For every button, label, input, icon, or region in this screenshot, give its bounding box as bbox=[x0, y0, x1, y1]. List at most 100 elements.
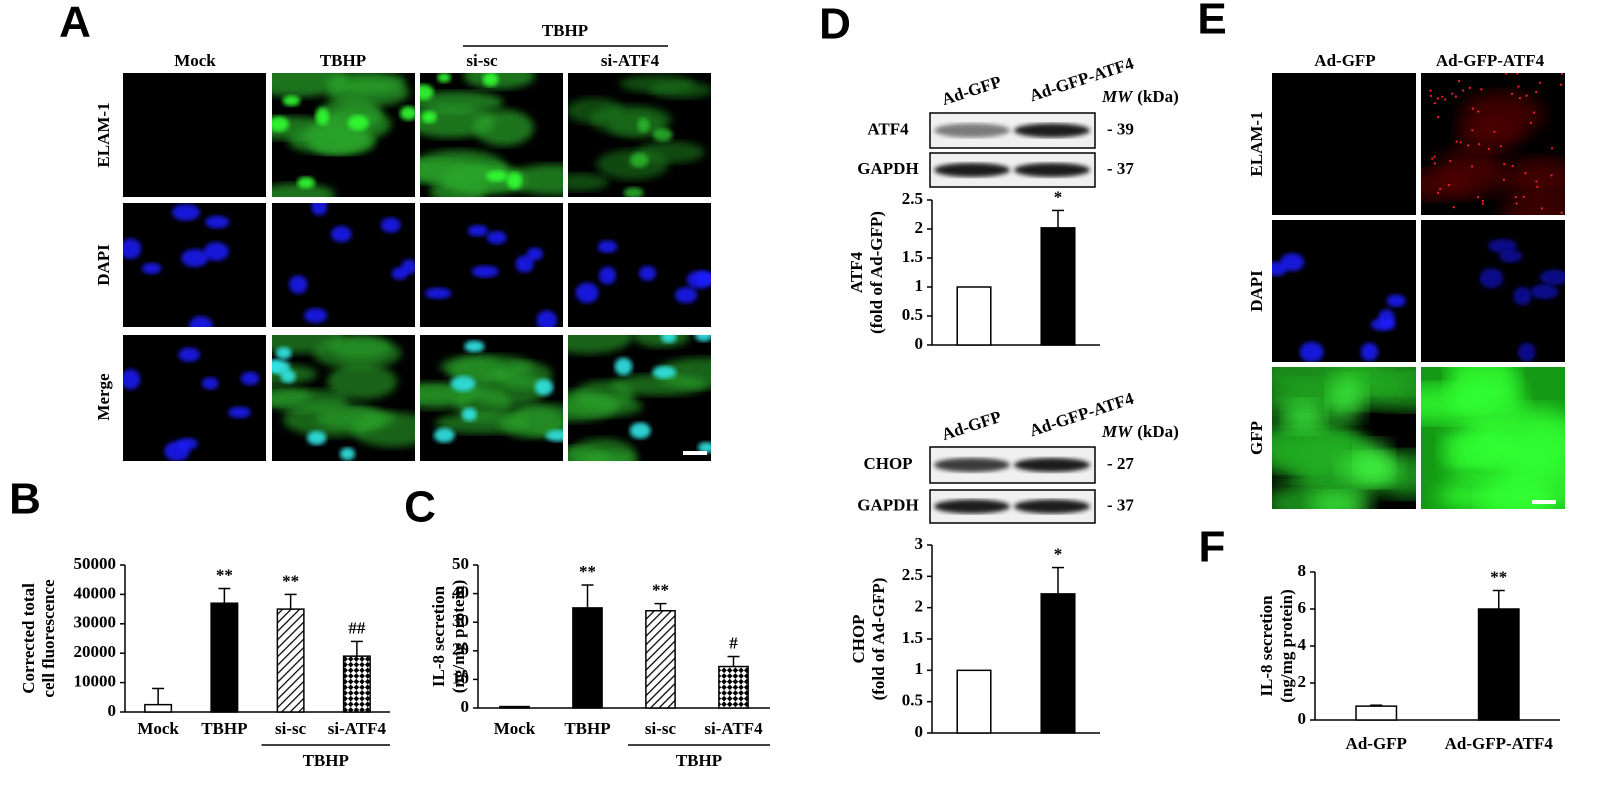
speckle bbox=[1447, 183, 1451, 187]
cell bbox=[639, 265, 657, 281]
y-axis-label: (ng/mg protein) bbox=[1277, 589, 1296, 703]
speckle bbox=[1516, 73, 1519, 75]
cell bbox=[471, 265, 499, 278]
y-tick-label: 2 bbox=[915, 597, 924, 616]
mw-label: MW (kDa) bbox=[1101, 422, 1179, 441]
y-tick-label: 8 bbox=[1298, 561, 1307, 580]
micrograph bbox=[1272, 367, 1416, 509]
cell bbox=[181, 248, 209, 268]
cell bbox=[391, 267, 409, 280]
cell bbox=[1280, 253, 1305, 272]
cell bbox=[568, 335, 634, 354]
cell bbox=[240, 371, 260, 386]
speckle bbox=[1550, 147, 1554, 150]
bar bbox=[956, 286, 992, 346]
speckle bbox=[1550, 174, 1553, 177]
x-tick-label: Ad-GFP bbox=[1346, 734, 1407, 753]
row-label: DAPI bbox=[94, 244, 113, 286]
row-label: GFP bbox=[1247, 421, 1266, 455]
cell bbox=[506, 172, 522, 190]
panel-letter: E bbox=[1197, 0, 1226, 44]
y-tick-label: 50000 bbox=[74, 554, 117, 573]
bar bbox=[718, 665, 749, 709]
band-label: CHOP bbox=[863, 454, 912, 473]
cell bbox=[526, 247, 544, 261]
cell bbox=[1309, 492, 1373, 509]
x-tick-label: si-sc bbox=[275, 719, 307, 738]
cell bbox=[467, 224, 489, 237]
band bbox=[934, 458, 1010, 472]
y-axis-label: IL-8 secretion bbox=[1257, 595, 1276, 697]
cell bbox=[694, 335, 711, 342]
cell bbox=[1530, 284, 1559, 300]
cell bbox=[652, 128, 673, 142]
y-tick-label: 20000 bbox=[74, 642, 117, 661]
speckle bbox=[1504, 73, 1508, 75]
speckle bbox=[1436, 191, 1440, 195]
micrograph bbox=[272, 335, 415, 461]
speckle bbox=[1452, 205, 1455, 209]
bar bbox=[1040, 227, 1076, 346]
speckle bbox=[1560, 211, 1563, 214]
cell bbox=[189, 316, 213, 327]
speckle bbox=[1480, 88, 1483, 91]
cell bbox=[463, 73, 536, 89]
cell bbox=[575, 282, 599, 303]
y-axis-label: (ng/mg protein) bbox=[449, 580, 468, 694]
speckle bbox=[1476, 195, 1480, 199]
speckle bbox=[1560, 73, 1564, 75]
cell bbox=[629, 422, 651, 439]
panel-letter: F bbox=[1199, 523, 1226, 572]
cell bbox=[1299, 341, 1324, 362]
micrograph bbox=[568, 335, 711, 461]
speckle bbox=[1431, 157, 1434, 160]
y-axis-label: (fold of Ad-GFP) bbox=[867, 211, 886, 334]
speckle bbox=[1461, 89, 1465, 92]
lane-label: Ad-GFP bbox=[939, 72, 1003, 109]
error-bar bbox=[350, 640, 363, 657]
error-bar bbox=[284, 593, 297, 610]
cell bbox=[1338, 453, 1402, 486]
speckle bbox=[1538, 81, 1542, 84]
lane-label: Ad-GFP bbox=[939, 407, 1003, 444]
row-label: ELAM-1 bbox=[1247, 111, 1266, 176]
y-axis-label: CHOP bbox=[849, 614, 868, 663]
significance: ** bbox=[282, 571, 299, 590]
speckle bbox=[1436, 97, 1440, 100]
y-tick-label: 0 bbox=[915, 334, 924, 353]
cell bbox=[654, 357, 711, 389]
speckle bbox=[1433, 155, 1436, 158]
cell bbox=[287, 129, 377, 154]
cell bbox=[311, 203, 328, 216]
cell bbox=[695, 271, 711, 286]
band bbox=[1014, 458, 1090, 472]
speckle bbox=[1449, 159, 1452, 163]
speckle bbox=[1429, 94, 1433, 98]
cell bbox=[485, 170, 508, 182]
significance: ** bbox=[579, 562, 596, 581]
cell bbox=[275, 346, 292, 360]
column-label: Ad-GFP bbox=[1314, 51, 1375, 70]
cell bbox=[280, 369, 296, 383]
micrograph bbox=[272, 73, 415, 197]
micrograph bbox=[123, 73, 266, 197]
cell bbox=[176, 437, 198, 450]
cell bbox=[282, 95, 301, 107]
speckle bbox=[1514, 195, 1517, 199]
error-bar bbox=[1370, 704, 1383, 707]
cell bbox=[420, 159, 488, 184]
y-tick-label: 30 bbox=[452, 611, 469, 630]
bar bbox=[1477, 608, 1520, 721]
band-label: ATF4 bbox=[867, 119, 909, 138]
speckle bbox=[1471, 107, 1475, 110]
cell bbox=[272, 183, 336, 197]
cell bbox=[450, 375, 476, 392]
y-tick-label: 2 bbox=[1298, 672, 1307, 691]
mw-unit: (kDa) bbox=[1137, 87, 1179, 106]
cell bbox=[171, 204, 201, 221]
image-bg bbox=[123, 73, 266, 197]
cell bbox=[228, 406, 251, 419]
cell bbox=[1518, 342, 1536, 362]
speckle bbox=[1455, 140, 1458, 143]
speckle bbox=[1517, 85, 1520, 88]
